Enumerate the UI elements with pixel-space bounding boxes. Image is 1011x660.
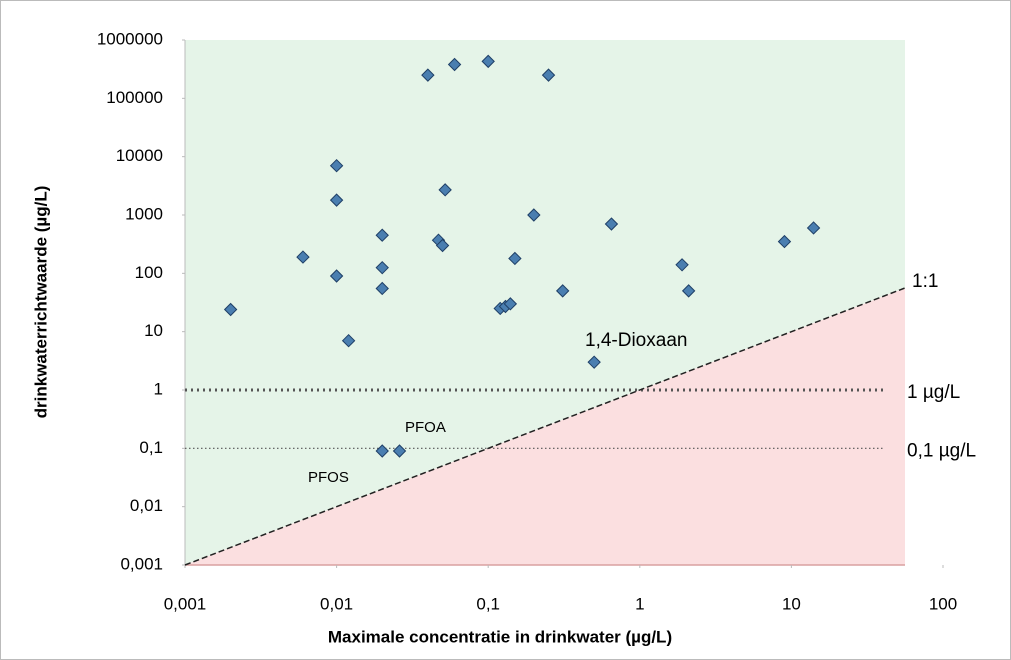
y-tick-label: 1000 xyxy=(125,204,163,223)
y-tick-label: 10000 xyxy=(116,146,163,165)
data-point xyxy=(329,158,344,173)
data-point xyxy=(375,444,389,458)
data-point xyxy=(675,258,689,272)
x-tick-label: 0,01 xyxy=(320,594,353,613)
x-tick-label: 10 xyxy=(782,594,801,613)
data-point xyxy=(392,444,407,458)
data-point xyxy=(777,234,792,249)
safe-region xyxy=(185,40,905,565)
reference-label: 0,1 µg/L xyxy=(907,440,976,461)
data-point xyxy=(421,68,435,82)
x-axis-label: Maximale concentratie in drinkwater (µg/… xyxy=(328,627,672,646)
data-point xyxy=(375,281,389,296)
regions xyxy=(185,40,905,565)
x-tick-label: 0,001 xyxy=(164,594,207,613)
data-point xyxy=(681,284,696,298)
data-point xyxy=(223,302,238,317)
data-point xyxy=(329,193,344,207)
annotation: PFOS xyxy=(308,469,349,486)
annotation: 1,4-Dioxaan xyxy=(585,330,687,351)
x-tick-label: 100 xyxy=(929,594,957,613)
data-point xyxy=(806,221,821,235)
data-point xyxy=(541,68,556,82)
identity-label: 1:1 xyxy=(912,271,938,292)
y-tick-label: 1000000 xyxy=(97,29,163,48)
data-point xyxy=(508,251,522,266)
x-tick-label: 0,1 xyxy=(476,594,500,613)
data-point xyxy=(604,217,619,231)
y-tick-label: 0,1 xyxy=(139,438,163,457)
data-point xyxy=(341,333,356,348)
data-point xyxy=(296,250,310,264)
data-point xyxy=(587,355,601,369)
data-point xyxy=(481,54,495,69)
data-point xyxy=(375,260,389,275)
y-tick-label: 0,001 xyxy=(120,554,163,573)
data-point xyxy=(329,269,344,283)
data-point xyxy=(435,238,450,253)
data-point xyxy=(555,284,570,298)
data-point xyxy=(447,57,462,72)
y-tick-label: 10 xyxy=(144,321,163,340)
data-point xyxy=(438,183,452,197)
y-tick-label: 100000 xyxy=(106,88,163,107)
data-point xyxy=(527,208,541,222)
y-axis-label: drinkwaterrichtwaarde (µg/L) xyxy=(31,186,50,419)
y-tick-label: 100 xyxy=(135,263,163,282)
data-point xyxy=(375,228,389,242)
reference-label: 1 µg/L xyxy=(907,382,960,403)
y-tick-label: 1 xyxy=(154,379,163,398)
x-tick-label: 1 xyxy=(635,594,644,613)
annotation: PFOA xyxy=(405,419,446,436)
y-tick-label: 0,01 xyxy=(130,496,163,515)
identity-line xyxy=(184,287,906,566)
data-point xyxy=(503,297,518,311)
